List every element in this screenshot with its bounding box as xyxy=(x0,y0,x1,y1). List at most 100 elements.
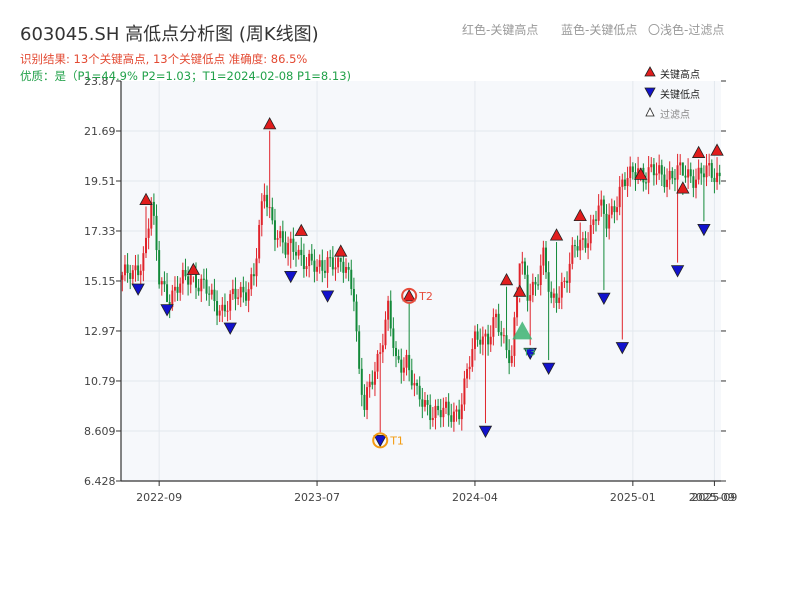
candle-body xyxy=(255,258,258,277)
candle-body xyxy=(605,213,608,229)
filtered-marker xyxy=(512,321,533,340)
candle-body xyxy=(389,300,392,329)
key-low-marker xyxy=(320,290,335,303)
candle-body xyxy=(497,313,500,333)
candle-body xyxy=(442,407,445,418)
candle-body xyxy=(308,253,311,267)
candle-body xyxy=(268,207,271,209)
candle-body xyxy=(550,291,553,298)
candle-body xyxy=(668,170,671,180)
candle-body xyxy=(313,260,316,272)
candle-body xyxy=(155,215,158,251)
candle-body xyxy=(589,224,592,244)
candle-body xyxy=(576,246,579,251)
candle-body xyxy=(416,382,419,386)
candle-body xyxy=(381,345,384,353)
candle-body xyxy=(408,354,411,371)
candle-body xyxy=(663,174,666,188)
candle-body xyxy=(321,260,324,271)
candle-body xyxy=(405,354,408,368)
legend-filter-icon xyxy=(645,107,655,117)
candle-body xyxy=(371,381,374,385)
candle-body xyxy=(568,263,571,283)
candle-body xyxy=(466,369,469,379)
candle-body xyxy=(552,293,555,298)
candle-body xyxy=(347,266,350,270)
candle-body xyxy=(471,349,474,367)
candle-body xyxy=(579,239,582,251)
candle-body xyxy=(345,266,347,273)
key-high-marker xyxy=(634,167,648,180)
candle-body xyxy=(526,274,529,301)
candle-body xyxy=(295,251,297,256)
candle-body xyxy=(179,283,182,293)
candle-body xyxy=(395,347,397,357)
key-high-marker xyxy=(294,223,308,236)
candle-body xyxy=(181,269,184,284)
candle-body xyxy=(150,201,153,229)
candle-body xyxy=(366,387,369,410)
candle-body xyxy=(397,356,400,360)
candle-body xyxy=(689,169,692,177)
candle-body xyxy=(329,257,332,259)
info-line-2: 优质：是（P1=44.9% P2=1.03；T1=2024-02-08 P1=8… xyxy=(20,69,352,83)
legend-low-icon xyxy=(644,87,656,98)
candle-body xyxy=(634,172,637,180)
candle-body xyxy=(387,300,390,320)
candle-body xyxy=(423,400,426,407)
candle-body xyxy=(431,417,434,421)
candle-body xyxy=(658,165,661,174)
turn-point-label: T2 xyxy=(418,290,433,303)
candle-body xyxy=(302,255,305,270)
candle-body xyxy=(516,294,519,318)
candle-body xyxy=(647,167,650,183)
candle-body xyxy=(131,270,134,279)
candle-body xyxy=(684,175,687,178)
candle-body xyxy=(566,280,569,283)
candle-body xyxy=(373,371,376,385)
legend-light-text: 〇浅色-过滤点 xyxy=(648,23,725,37)
candle-body xyxy=(326,257,329,273)
candle-body xyxy=(323,270,326,273)
candle-body xyxy=(421,399,424,407)
candle-body xyxy=(355,301,358,332)
candle-body xyxy=(523,261,526,275)
key-high-marker xyxy=(573,208,587,222)
candle-body xyxy=(673,178,676,180)
candle-body xyxy=(623,179,626,187)
candle-body xyxy=(560,282,563,298)
y-tick-label: 23.87 xyxy=(84,75,116,88)
candle-body xyxy=(176,286,179,293)
chart-title: 603045.SH 高低点分析图 (周K线图) xyxy=(20,24,319,45)
candle-body xyxy=(592,219,595,225)
candle-body xyxy=(458,409,461,420)
candle-body xyxy=(208,293,211,295)
candle-body xyxy=(300,249,303,256)
candle-body xyxy=(226,310,229,312)
y-tick-label: 15.15 xyxy=(84,275,116,288)
candle-body xyxy=(521,261,524,264)
candle-body xyxy=(681,162,684,176)
candle-body xyxy=(602,199,605,214)
candle-body xyxy=(631,166,634,173)
candle-body xyxy=(608,214,611,229)
candle-body xyxy=(242,286,245,293)
candle-body xyxy=(429,404,432,421)
legend-high-label: 关键高点 xyxy=(660,70,700,81)
candle-body xyxy=(258,224,261,259)
candle-body xyxy=(597,205,600,221)
y-tick-label: 8.609 xyxy=(84,425,116,438)
x-tick-label: 2023-07 xyxy=(294,491,340,504)
grid xyxy=(121,81,721,481)
candle-body xyxy=(508,350,511,364)
key-low-marker xyxy=(597,292,611,306)
candle-body xyxy=(676,165,679,180)
candle-body xyxy=(613,206,616,213)
candle-body xyxy=(363,394,366,410)
candle-body xyxy=(239,286,242,298)
candle-body xyxy=(334,267,337,270)
candle-body xyxy=(379,352,382,354)
key-high-marker xyxy=(710,143,724,156)
candle-body xyxy=(621,179,624,187)
key-low-marker xyxy=(523,347,537,361)
